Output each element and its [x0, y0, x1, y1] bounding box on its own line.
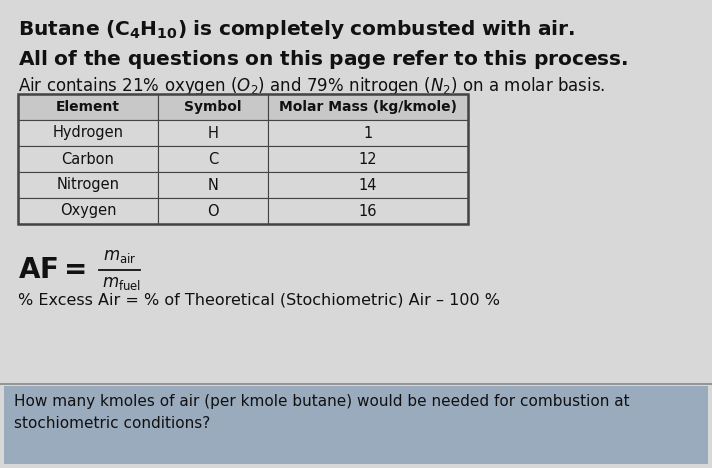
- Text: Oxygen: Oxygen: [60, 204, 116, 219]
- Text: N: N: [208, 177, 219, 192]
- Text: 14: 14: [359, 177, 377, 192]
- Text: $m_{\rm air}$: $m_{\rm air}$: [103, 247, 136, 265]
- Text: Air contains 21% oxygen ($O_2$) and 79% nitrogen ($N_2$) on a molar basis.: Air contains 21% oxygen ($O_2$) and 79% …: [18, 75, 605, 97]
- Bar: [158, 172, 268, 198]
- Text: O: O: [207, 204, 219, 219]
- Bar: [18, 172, 158, 198]
- Bar: [18, 198, 158, 224]
- Text: $m_{\rm fuel}$: $m_{\rm fuel}$: [102, 274, 141, 292]
- Text: % Excess Air = % of Theoretical (Stochiometric) Air – 100 %: % Excess Air = % of Theoretical (Stochio…: [18, 292, 500, 307]
- Text: Molar Mass (kg/kmole): Molar Mass (kg/kmole): [279, 100, 457, 114]
- Bar: [158, 94, 268, 120]
- Text: 12: 12: [359, 152, 377, 167]
- Bar: [268, 94, 468, 120]
- Text: $\mathbf{Butane\ (C_4H_{10})\ is\ completely\ combusted\ with\ air.}$: $\mathbf{Butane\ (C_4H_{10})\ is\ comple…: [18, 18, 575, 41]
- Bar: [158, 120, 268, 146]
- Text: Element: Element: [56, 100, 120, 114]
- Text: Hydrogen: Hydrogen: [53, 125, 123, 140]
- Text: Carbon: Carbon: [61, 152, 115, 167]
- Text: 16: 16: [359, 204, 377, 219]
- Bar: [18, 146, 158, 172]
- Text: How many kmoles of air (per kmole butane) would be needed for combustion at
stoc: How many kmoles of air (per kmole butane…: [14, 394, 629, 431]
- Bar: [18, 94, 158, 120]
- Bar: [268, 172, 468, 198]
- Text: $\mathbf{AF =}$: $\mathbf{AF =}$: [18, 256, 86, 284]
- Text: H: H: [208, 125, 219, 140]
- Text: Nitrogen: Nitrogen: [56, 177, 120, 192]
- Text: C: C: [208, 152, 218, 167]
- Bar: [18, 94, 468, 224]
- Bar: [268, 146, 468, 172]
- Text: 1: 1: [363, 125, 372, 140]
- Bar: [158, 198, 268, 224]
- Bar: [158, 146, 268, 172]
- Bar: [268, 198, 468, 224]
- Bar: [4, 386, 708, 464]
- Bar: [268, 120, 468, 146]
- Bar: [18, 120, 158, 146]
- Text: $\mathbf{All\ of\ the\ questions\ on\ this\ page\ refer\ to\ this\ process.}$: $\mathbf{All\ of\ the\ questions\ on\ th…: [18, 48, 628, 71]
- Text: Symbol: Symbol: [184, 100, 242, 114]
